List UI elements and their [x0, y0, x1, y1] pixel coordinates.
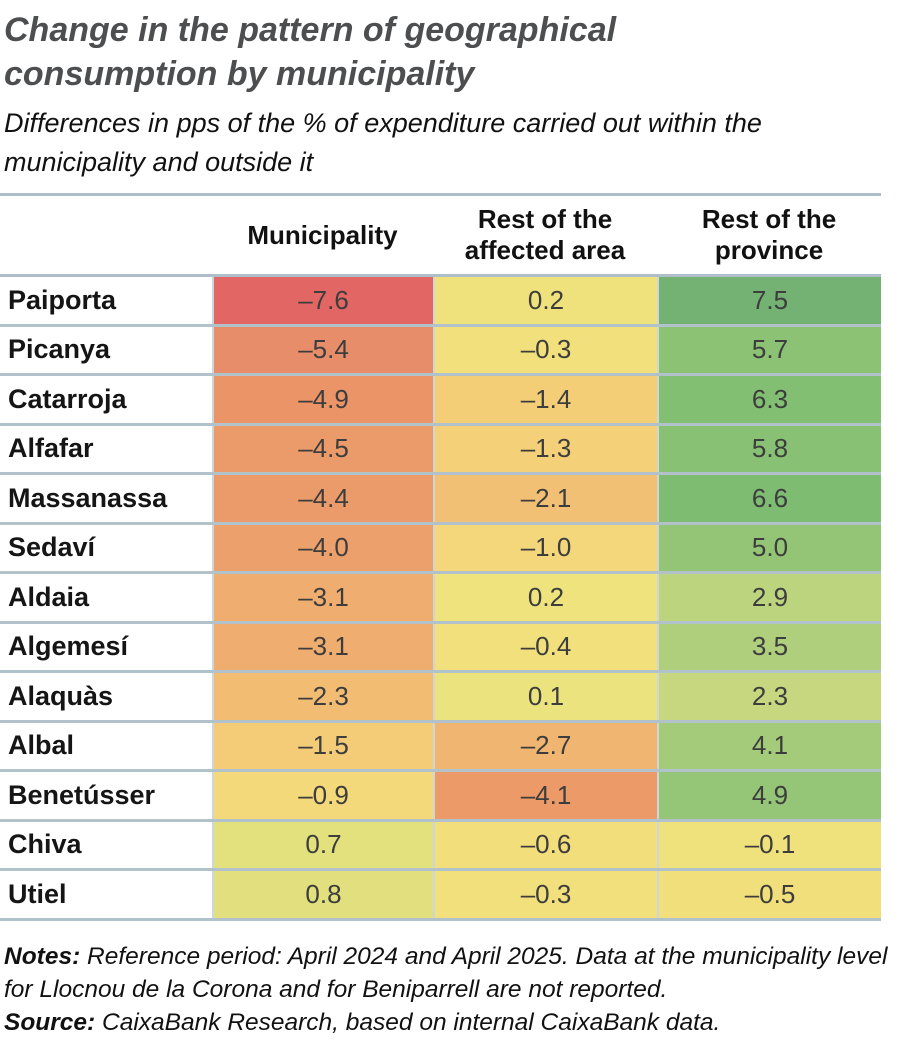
table-row-benetusser: Benetússer –0.9 –4.1 4.9	[0, 772, 881, 822]
value-cell: –0.6	[433, 821, 657, 868]
footnotes: Notes: Reference period: April 2024 and …	[4, 940, 897, 1039]
value-cell: –0.3	[433, 871, 657, 918]
value-cell: –2.7	[433, 722, 657, 769]
table-row-picanya: Picanya –5.4 –0.3 5.7	[0, 326, 881, 376]
value-cell: –0.9	[212, 772, 433, 819]
table-row-catarroja: Catarroja –4.9 –1.4 6.3	[0, 376, 881, 426]
row-label: Picanya	[0, 326, 212, 373]
table-row-algemesi: Algemesí –3.1 –0.4 3.5	[0, 623, 881, 673]
value-cell: 2.3	[657, 673, 881, 720]
table-row-utiel: Utiel 0.8 –0.3 –0.5	[0, 871, 881, 921]
row-label: Catarroja	[0, 376, 212, 423]
row-label: Chiva	[0, 821, 212, 868]
value-cell: 4.1	[657, 722, 881, 769]
value-cell: –4.0	[212, 524, 433, 571]
source-label: Source:	[4, 1009, 96, 1037]
value-cell: 5.7	[657, 326, 881, 373]
page-subtitle: Differences in pps of the % of expenditu…	[4, 108, 762, 178]
table-row-massanassa: Massanassa –4.4 –2.1 6.6	[0, 475, 881, 525]
value-cell: –4.4	[212, 475, 433, 522]
value-cell: 5.0	[657, 524, 881, 571]
value-cell: –0.4	[433, 623, 657, 670]
table-body: Paiporta –7.6 0.2 7.5 Picanya –5.4 –0.3 …	[0, 274, 881, 921]
value-cell: –1.3	[433, 425, 657, 472]
value-cell: –1.0	[433, 524, 657, 571]
notes-text: Reference period: April 2024 and April 2…	[4, 943, 888, 1004]
value-cell: –4.1	[433, 772, 657, 819]
value-cell: –0.5	[657, 871, 881, 918]
row-label: Alfafar	[0, 425, 212, 472]
value-cell: –1.5	[212, 722, 433, 769]
table-row-sedavi: Sedaví –4.0 –1.0 5.0	[0, 524, 881, 574]
value-cell: 0.2	[433, 574, 657, 621]
value-cell: –3.1	[212, 623, 433, 670]
page-title: Change in the pattern of geographical co…	[4, 11, 617, 94]
value-cell: 0.8	[212, 871, 433, 918]
value-cell: 6.3	[657, 376, 881, 423]
value-cell: 0.2	[433, 277, 657, 324]
value-cell: 2.9	[657, 574, 881, 621]
row-label: Alaquàs	[0, 673, 212, 720]
value-cell: 6.6	[657, 475, 881, 522]
top-rule	[0, 193, 881, 196]
value-cell: 3.5	[657, 623, 881, 670]
column-header-affected-area: Rest of the affected area	[464, 204, 626, 265]
row-label: Utiel	[0, 871, 212, 918]
row-label: Aldaia	[0, 574, 212, 621]
table-row-alaquas: Alaquàs –2.3 0.1 2.3	[0, 673, 881, 723]
heatmap-table: Municipality Rest of the affected area R…	[0, 193, 881, 921]
row-label: Benetússer	[0, 772, 212, 819]
row-label: Sedaví	[0, 524, 212, 571]
value-cell: 4.9	[657, 772, 881, 819]
value-cell: 5.8	[657, 425, 881, 472]
value-cell: –0.3	[433, 326, 657, 373]
value-cell: –1.4	[433, 376, 657, 423]
value-cell: –3.1	[212, 574, 433, 621]
table-row-aldaia: Aldaia –3.1 0.2 2.9	[0, 574, 881, 624]
value-cell: 0.7	[212, 821, 433, 868]
value-cell: –2.1	[433, 475, 657, 522]
value-cell: 7.5	[657, 277, 881, 324]
row-label: Albal	[0, 722, 212, 769]
source-line: Source: CaixaBank Research, based on int…	[4, 1006, 897, 1039]
table-row-alfafar: Alfafar –4.5 –1.3 5.8	[0, 425, 881, 475]
table-row-albal: Albal –1.5 –2.7 4.1	[0, 722, 881, 772]
column-header-province: Rest of the province	[701, 204, 837, 265]
notes-line: Notes: Reference period: April 2024 and …	[4, 940, 897, 1006]
value-cell: –4.5	[212, 425, 433, 472]
row-label: Algemesí	[0, 623, 212, 670]
value-cell: 0.1	[433, 673, 657, 720]
value-cell: –2.3	[212, 673, 433, 720]
column-header-municipality: Municipality	[247, 219, 398, 250]
value-cell: –7.6	[212, 277, 433, 324]
table-header-row: Municipality Rest of the affected area R…	[0, 196, 881, 274]
row-label: Paiporta	[0, 277, 212, 324]
table-row-paiporta: Paiporta –7.6 0.2 7.5	[0, 277, 881, 327]
table-row-chiva: Chiva 0.7 –0.6 –0.1	[0, 821, 881, 871]
value-cell: –0.1	[657, 821, 881, 868]
value-cell: –5.4	[212, 326, 433, 373]
value-cell: –4.9	[212, 376, 433, 423]
source-text: CaixaBank Research, based on internal Ca…	[95, 1009, 721, 1037]
notes-label: Notes:	[4, 943, 81, 970]
row-label: Massanassa	[0, 475, 212, 522]
